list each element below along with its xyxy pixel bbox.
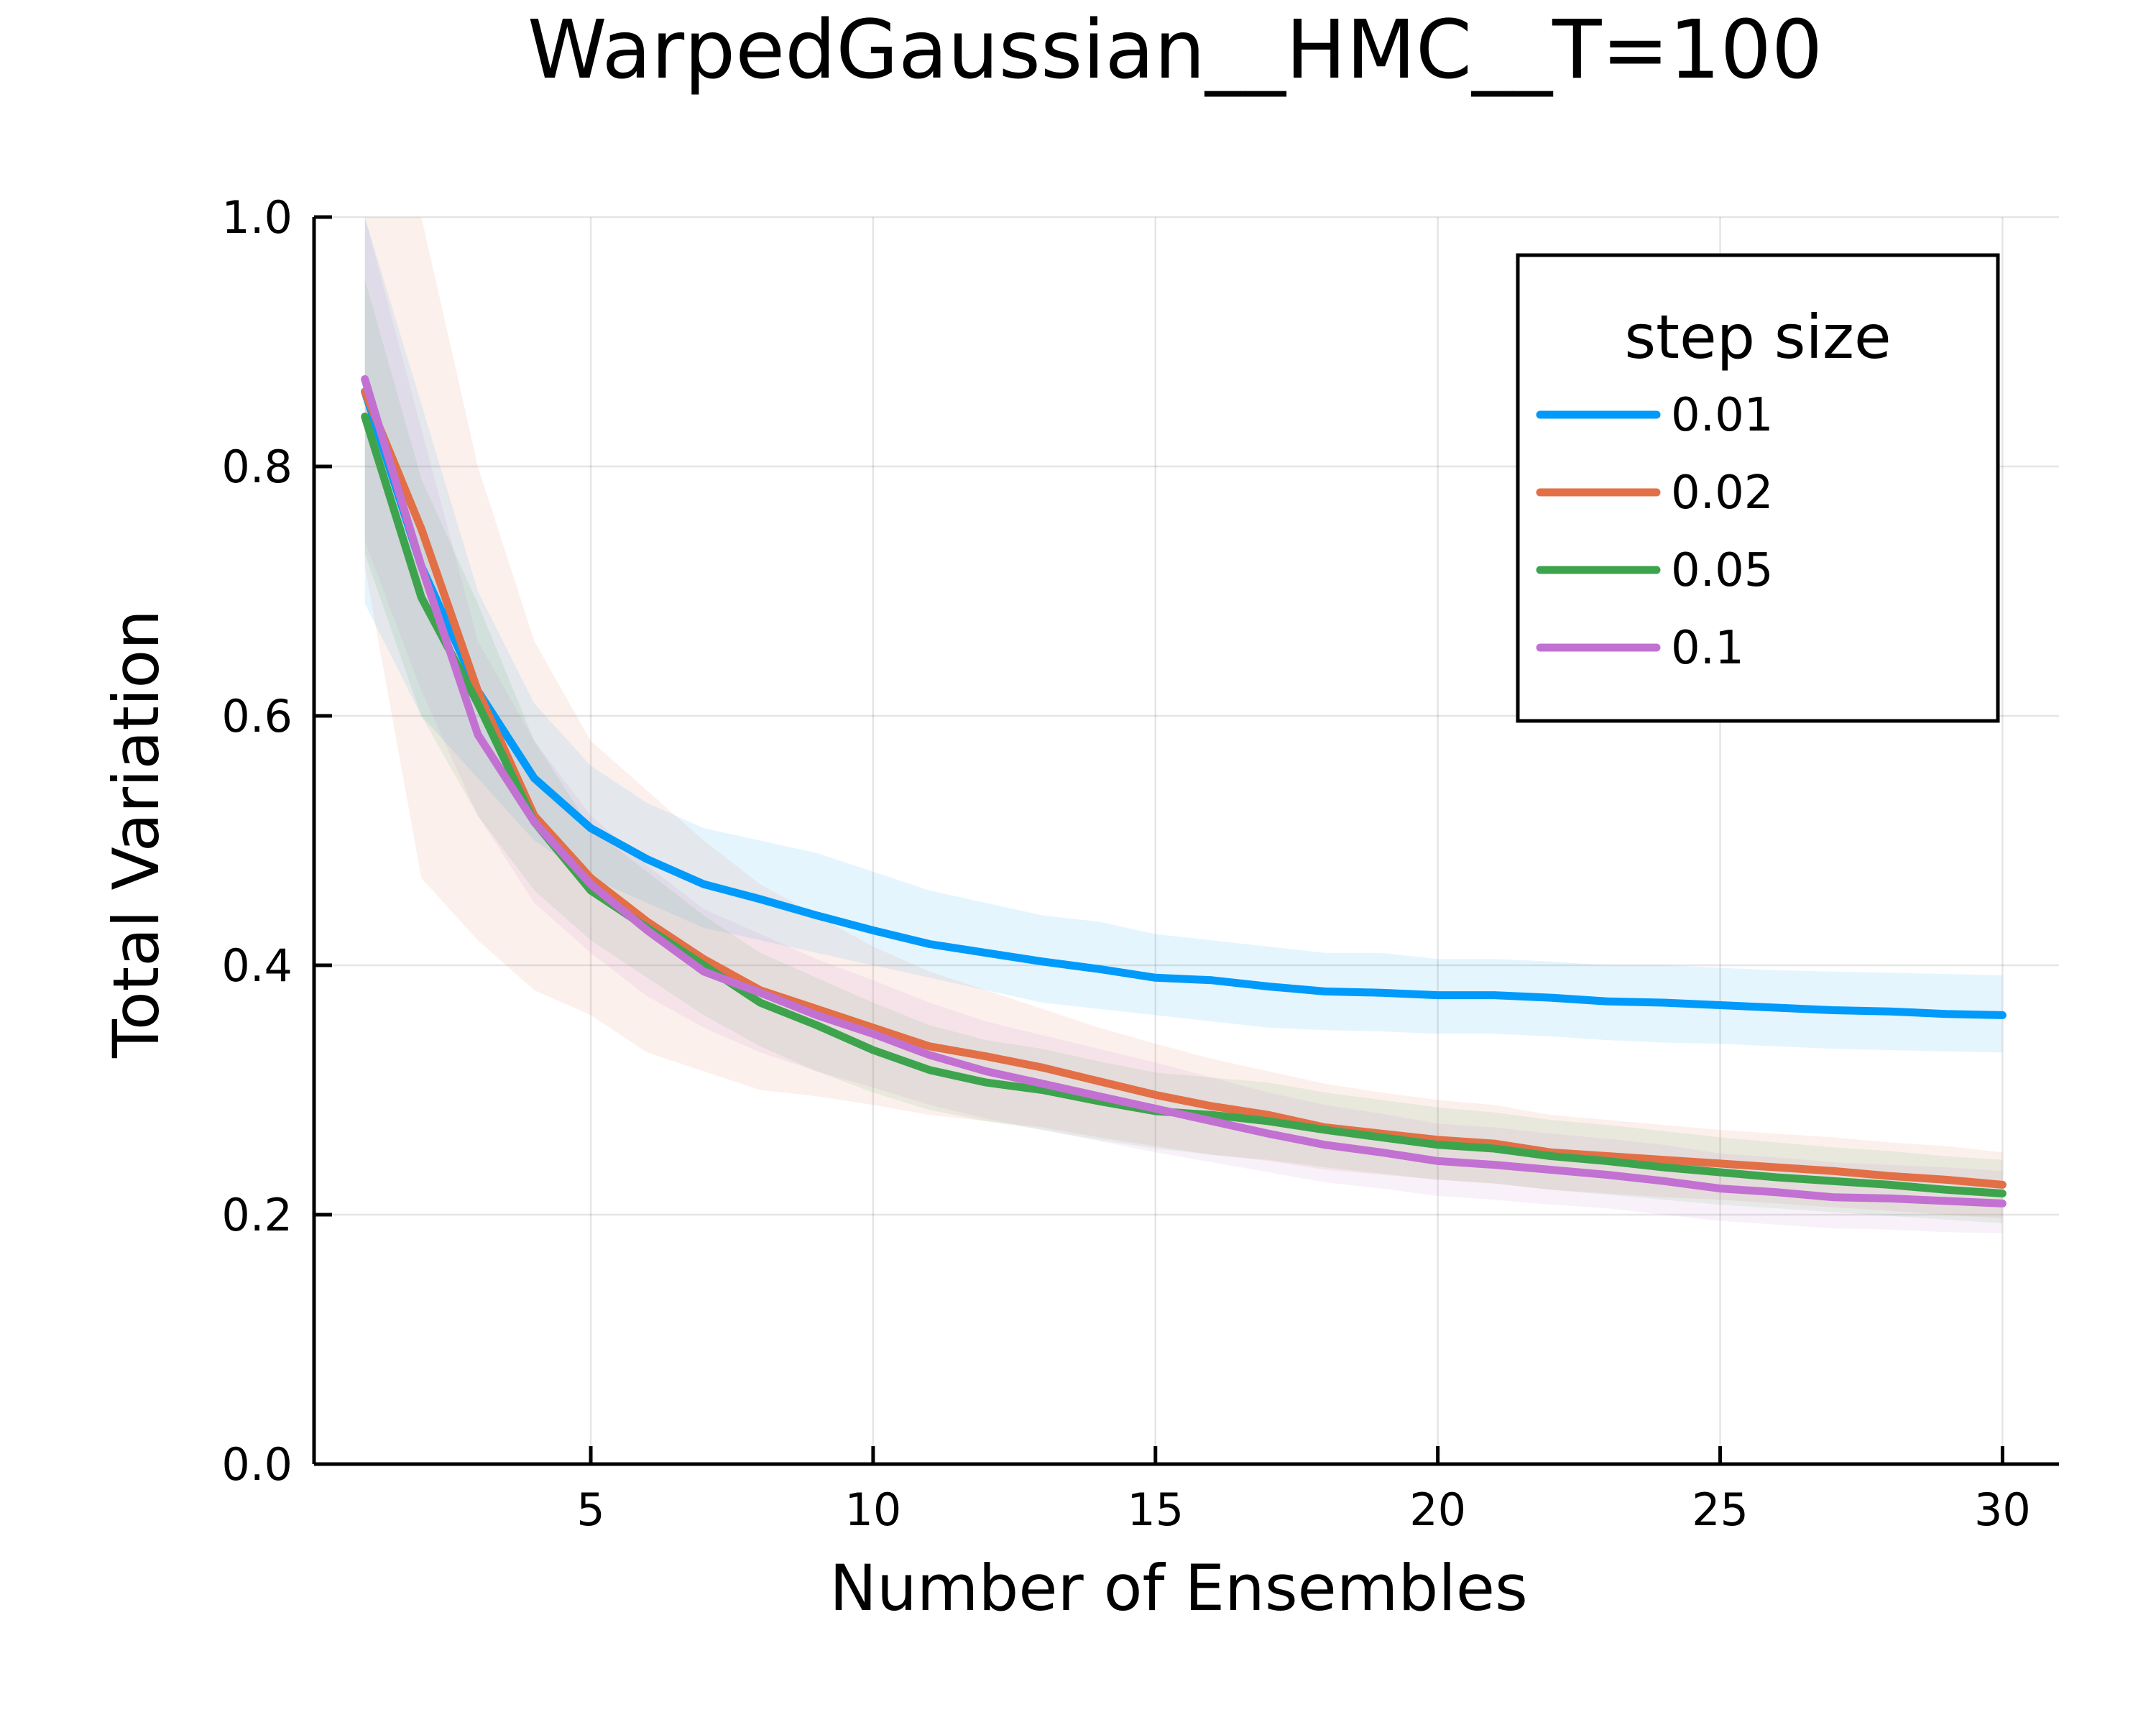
line-series-0.02 — [361, 387, 2007, 1189]
y-tick-label: 1.0 — [221, 191, 292, 244]
band-series-0.05 — [364, 279, 2003, 1224]
x-tick-label: 30 — [1974, 1484, 2031, 1536]
x-tick-label: 15 — [1127, 1484, 1184, 1536]
x-tick-label: 10 — [844, 1484, 901, 1536]
line-series-0.1 — [361, 375, 2007, 1208]
band-series-0.1 — [364, 217, 2003, 1233]
y-tick-label: 0.2 — [221, 1189, 292, 1241]
x-tick-label: 25 — [1692, 1484, 1749, 1536]
legend: step size 0.01 0.02 0.05 0.1 — [1516, 253, 2000, 723]
y-tick-label: 0.4 — [221, 939, 292, 992]
legend-title: step size — [1624, 302, 1891, 372]
x-tick-label: 20 — [1409, 1484, 1466, 1536]
x-tick-label: 5 — [576, 1484, 604, 1536]
confidence-bands — [364, 217, 2003, 1233]
tick-labels: 5 10 15 20 25 30 0.0 0.2 0.4 0.6 0.8 1.0 — [221, 191, 2030, 1536]
axes — [312, 215, 2059, 1466]
y-tick-label: 0.6 — [221, 690, 292, 742]
chart-title: WarpedGaussian__HMC__T=100 — [528, 4, 1823, 97]
band-series-0.02 — [364, 217, 2003, 1219]
legend-label-0.01: 0.01 — [1671, 389, 1774, 442]
legend-label-0.05: 0.05 — [1671, 544, 1774, 597]
x-axis-label: Number of Ensembles — [829, 1551, 1528, 1625]
line-series-0.01 — [361, 387, 2007, 1019]
legend-label-0.1: 0.1 — [1671, 622, 1744, 675]
y-tick-label: 0.0 — [221, 1438, 292, 1491]
series-lines — [361, 375, 2007, 1208]
y-axis-label: Total Variation — [99, 610, 173, 1059]
y-tick-label: 0.8 — [221, 441, 292, 493]
legend-box — [1516, 253, 2000, 723]
legend-label-0.02: 0.02 — [1671, 466, 1774, 520]
